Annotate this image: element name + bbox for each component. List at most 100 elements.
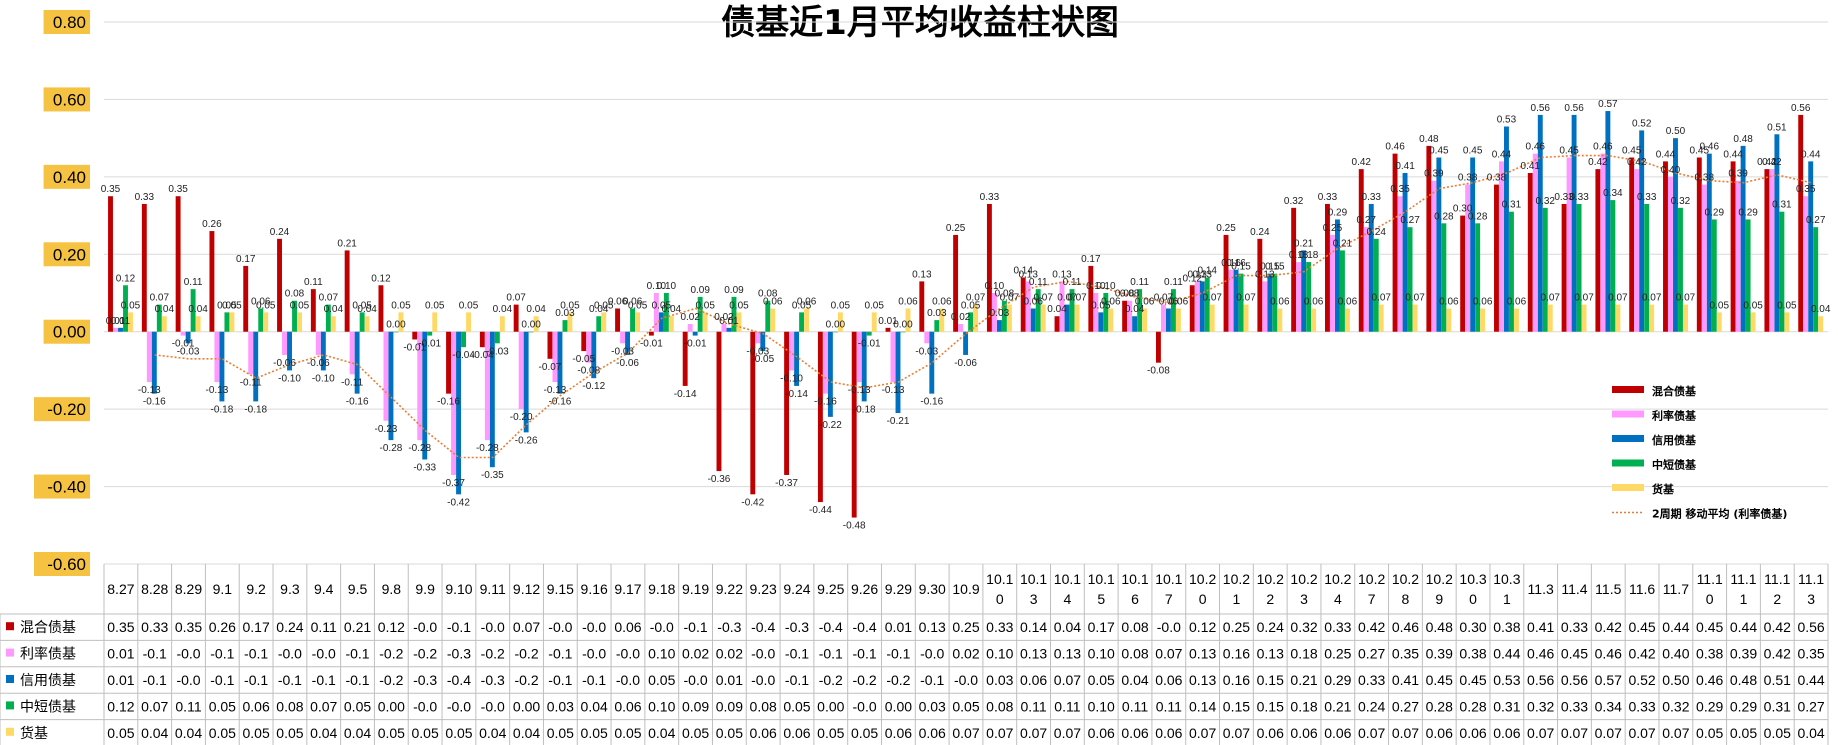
- table-cell: 0.04: [479, 725, 506, 741]
- bar-data-label: 0.10: [647, 281, 667, 292]
- y-axis: 0.80 0.60 0.40 0.20 0.00 -0.20 -0.40 -0.60: [34, 10, 90, 576]
- bar: [310, 289, 316, 332]
- table-cell: 0.06: [1020, 672, 1047, 688]
- category-label: 10.1: [986, 571, 1013, 587]
- bar-data-label: 0.21: [1294, 238, 1314, 249]
- bar: [890, 331, 896, 383]
- bar: [432, 312, 438, 332]
- bar: [364, 316, 370, 332]
- table-cell: 0.41: [1527, 619, 1554, 635]
- bar-data-label: 0.39: [1728, 169, 1748, 180]
- table-cell: 0.15: [1257, 698, 1284, 714]
- legend-swatch: [1612, 410, 1644, 418]
- bar-data-label: 0.01: [878, 316, 898, 327]
- category-label: 0: [1199, 591, 1207, 607]
- bar: [1779, 211, 1785, 332]
- table-cell: 0.04: [344, 725, 371, 741]
- table-cell: -0.0: [616, 646, 640, 662]
- bar: [277, 238, 282, 332]
- bar-data-label: -0.01: [403, 342, 426, 353]
- bar: [668, 316, 674, 332]
- category-label: 10.9: [952, 581, 979, 597]
- table-cell: 0.27: [1392, 698, 1419, 714]
- bar-data-label: 0.00: [826, 320, 846, 331]
- category-label: 10.2: [1290, 571, 1317, 587]
- table-cell: -0.0: [751, 672, 775, 688]
- bar-data-label: 0.07: [1033, 293, 1053, 304]
- bar: [1132, 316, 1138, 332]
- bar: [1412, 304, 1418, 332]
- row-legend-key: [6, 675, 14, 683]
- bar: [325, 304, 331, 332]
- bar-data-label: 0.32: [1284, 196, 1304, 207]
- bar-data-label: 0.33: [135, 192, 155, 203]
- bar: [1040, 304, 1046, 332]
- bar-data-label: 0.12: [1182, 273, 1202, 284]
- category-label: 9.23: [750, 581, 777, 597]
- bar: [1392, 153, 1398, 332]
- table-cell: -0.3: [717, 619, 741, 635]
- table-cell: 0.05: [1730, 725, 1757, 741]
- category-label: 5: [1097, 591, 1105, 607]
- bar: [1605, 111, 1611, 332]
- bar-data-label: 0.09: [724, 285, 744, 296]
- bar: [494, 331, 500, 344]
- table-cell: 0.21: [1324, 698, 1351, 714]
- bar: [248, 331, 254, 375]
- bar-data-label: 0.04: [493, 304, 513, 315]
- bar: [533, 316, 539, 332]
- bar-data-label: -0.13: [882, 385, 905, 396]
- table-cell: 0.24: [1257, 619, 1284, 635]
- table-cell: -0.1: [920, 672, 944, 688]
- bar: [108, 196, 113, 332]
- category-label: 10.3: [1493, 571, 1520, 587]
- table-cell: 0.07: [1155, 646, 1182, 662]
- table-cell: 0.35: [1797, 646, 1824, 662]
- bar-data-label: -0.16: [437, 397, 460, 408]
- bar-data-label: -0.12: [582, 381, 605, 392]
- bar: [1329, 234, 1335, 332]
- table-cell: 0.35: [175, 619, 202, 635]
- bar-data-label: -0.16: [346, 397, 369, 408]
- bar-data-label: 0.29: [1328, 207, 1348, 218]
- table-cell: 0.33: [1324, 619, 1351, 635]
- table-cell: -0.4: [447, 672, 471, 688]
- bar-data-label: 0.02: [680, 312, 700, 323]
- bar-data-label: 0.12: [371, 273, 391, 284]
- bar-data-label: -0.11: [341, 377, 363, 388]
- bar: [219, 331, 225, 402]
- bar-data-label: 0.07: [1372, 293, 1392, 304]
- bar: [682, 331, 688, 386]
- table-row-name: 信用债基: [20, 672, 76, 689]
- table-cell: -0.1: [244, 672, 268, 688]
- bar-data-label: -0.10: [312, 373, 335, 384]
- bar-data-label: 0.09: [690, 285, 710, 296]
- bar: [1175, 308, 1181, 332]
- bar-data-label: 0.51: [1767, 122, 1787, 133]
- table-cell: 0.05: [783, 698, 810, 714]
- table-cell: 0.00: [817, 698, 844, 714]
- table-cell: 0.45: [1426, 672, 1453, 688]
- table-cell: -0.3: [447, 646, 471, 662]
- table-cell: 0.13: [1189, 672, 1216, 688]
- table-cell: 0.32: [1290, 619, 1317, 635]
- bar: [1480, 308, 1486, 332]
- bar: [1735, 180, 1741, 332]
- bar-data-label: 0.04: [526, 304, 546, 315]
- bar-data-label: 0.26: [202, 219, 222, 230]
- bar: [648, 331, 654, 336]
- bar: [1668, 176, 1673, 332]
- bar-data-label: 0.42: [1757, 157, 1777, 168]
- bar-data-label: -0.05: [751, 354, 774, 365]
- bar-data-label: 0.05: [1777, 300, 1797, 311]
- bar: [253, 331, 259, 402]
- table-cell: -0.0: [413, 698, 437, 714]
- bar-data-label: 0.48: [1419, 134, 1439, 145]
- bar: [1696, 157, 1702, 332]
- bar: [1204, 277, 1210, 332]
- bar-data-label: 0.07: [1541, 293, 1561, 304]
- table-cell: -0.1: [819, 646, 843, 662]
- table-cell: -0.4: [853, 619, 877, 635]
- bar-data-label: 0.00: [893, 320, 913, 331]
- table-cell: 0.13: [1054, 646, 1081, 662]
